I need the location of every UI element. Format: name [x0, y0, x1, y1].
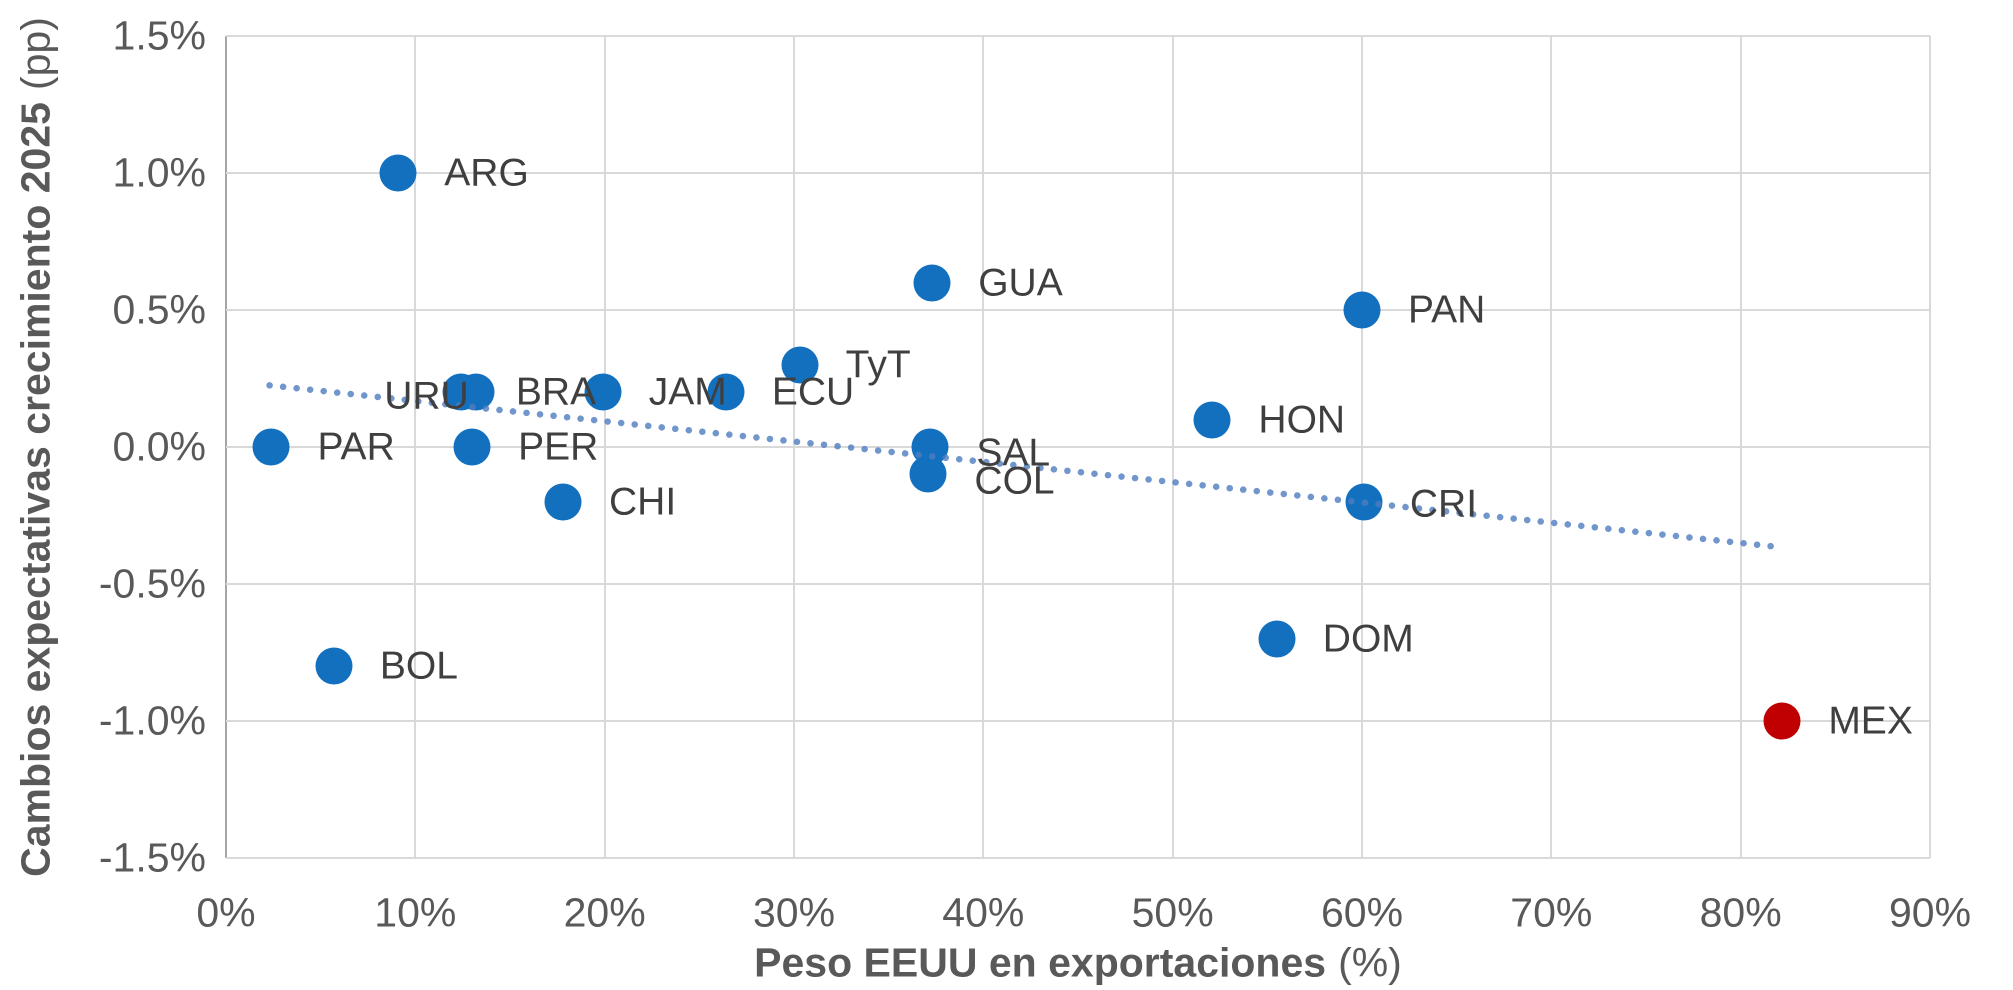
gridline-y--1.5%	[226, 857, 1930, 859]
data-point-CRI	[1345, 483, 1383, 521]
data-point-HON	[1193, 401, 1231, 439]
y-tick-0.0%: 0.0%	[112, 423, 206, 470]
gridline-y--1.0%	[226, 720, 1930, 722]
x-tick-90%: 90%	[1888, 889, 1972, 936]
point-label-URU: URU	[384, 374, 469, 418]
y-tick--0.5%: -0.5%	[98, 560, 206, 607]
point-label-BRA: BRA	[515, 370, 597, 414]
data-point-DOM	[1258, 620, 1296, 658]
point-label-CHI: CHI	[609, 480, 677, 524]
x-tick-70%: 70%	[1510, 889, 1593, 936]
x-tick-60%: 60%	[1320, 889, 1404, 936]
point-label-ARG: ARG	[444, 151, 529, 195]
point-label-JAM: JAM	[648, 370, 727, 414]
x-tick-10%: 10%	[374, 889, 457, 936]
gridline-y--0.5%	[226, 583, 1930, 585]
x-tick-80%: 80%	[1699, 889, 1782, 936]
point-label-COL: COL	[974, 459, 1055, 503]
gridline-y-1.0%	[226, 172, 1930, 174]
point-label-GUA: GUA	[978, 261, 1063, 305]
point-label-PER: PER	[518, 425, 599, 469]
data-point-PAN	[1343, 291, 1381, 329]
y-axis-title-text: Cambios expectativas crecimiento 2025	[12, 102, 59, 877]
point-label-CRI: CRI	[1409, 482, 1478, 526]
point-label-PAN: PAN	[1408, 288, 1486, 332]
x-tick-40%: 40%	[942, 889, 1025, 936]
data-point-PER	[453, 428, 491, 466]
data-point-TyT	[781, 346, 819, 384]
data-point-ARG	[379, 154, 417, 192]
point-label-MEX: MEX	[1828, 699, 1913, 743]
x-tick-20%: 20%	[563, 889, 646, 936]
point-label-TyT: TyT	[845, 343, 911, 387]
x-axis-title-unit: (%)	[1338, 939, 1402, 986]
data-point-COL	[909, 455, 947, 493]
gridline-y-0.5%	[226, 309, 1930, 311]
gridline-y-1.5%	[226, 35, 1930, 37]
point-label-ECU: ECU	[771, 370, 855, 414]
point-label-DOM: DOM	[1322, 617, 1414, 661]
data-point-CHI	[544, 483, 582, 521]
y-tick-1.5%: 1.5%	[112, 12, 206, 59]
point-label-BOL: BOL	[379, 644, 458, 688]
x-axis-title: Peso EEUU en exportaciones (%)	[226, 940, 1930, 987]
y-tick--1.5%: -1.5%	[98, 834, 206, 881]
point-label-PAR: PAR	[317, 425, 395, 469]
data-point-MEX	[1763, 702, 1801, 740]
x-tick-50%: 50%	[1131, 889, 1214, 936]
x-tick-30%: 30%	[752, 889, 836, 936]
data-point-BOL	[315, 647, 353, 685]
x-axis-title-text: Peso EEUU en exportaciones	[754, 939, 1327, 986]
plot-area: PAR BOL ARG URU PER BRA CHI JAM ECU TyT GUA SAL COL H…	[225, 35, 1931, 859]
gridline-x-90%	[1929, 36, 1931, 858]
y-tick-0.5%: 0.5%	[112, 286, 206, 333]
y-tick--1.0%: -1.0%	[98, 697, 206, 744]
x-tick-0%: 0%	[196, 889, 256, 936]
data-point-PAR	[252, 428, 290, 466]
point-label-HON: HON	[1258, 398, 1346, 442]
y-tick-1.0%: 1.0%	[112, 149, 206, 196]
data-point-GUA	[913, 264, 951, 302]
